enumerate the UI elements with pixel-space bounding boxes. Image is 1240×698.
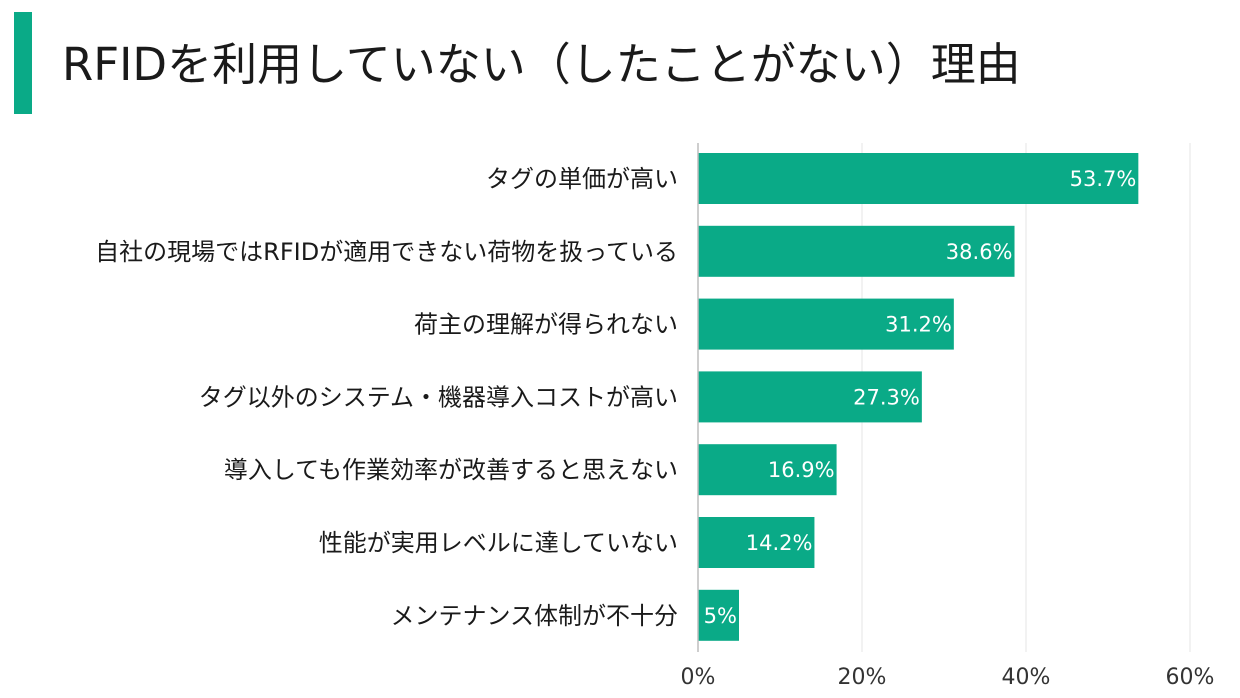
value-label: 38.6% bbox=[946, 240, 1013, 264]
value-label: 5% bbox=[704, 604, 737, 628]
category-label: タグの単価が高い bbox=[486, 165, 678, 193]
x-tick-label: 40% bbox=[1002, 665, 1051, 690]
bar bbox=[698, 444, 837, 496]
bar bbox=[698, 298, 954, 350]
bar bbox=[698, 589, 739, 641]
category-label: メンテナンス体制が不十分 bbox=[390, 602, 678, 630]
title-accent-bar bbox=[14, 12, 32, 114]
category-label: 荷主の理解が得られない bbox=[414, 311, 678, 339]
x-tick-label: 0% bbox=[681, 665, 716, 690]
value-labels: 53.7% 38.6% 31.2% 27.3% 16.9% 14.2% 5% bbox=[704, 167, 1137, 628]
value-label: 16.9% bbox=[768, 458, 835, 482]
value-label: 14.2% bbox=[746, 531, 813, 555]
category-label: タグ以外のシステム・機器導入コストが高い bbox=[199, 383, 678, 411]
category-label: 導入しても作業効率が改善すると思えない bbox=[224, 456, 678, 484]
value-label: 31.2% bbox=[885, 313, 952, 337]
category-label: 性能が実用レベルに達していない bbox=[319, 529, 678, 557]
category-label: 自社の現場ではRFIDが適用できない荷物を扱っている bbox=[95, 238, 678, 266]
bars bbox=[698, 153, 1139, 641]
bar bbox=[698, 153, 1139, 204]
page-title: RFIDを利用していない（したことがない）理由 bbox=[62, 38, 1021, 91]
x-tick-label: 20% bbox=[838, 665, 887, 690]
bar bbox=[698, 517, 815, 568]
bar bbox=[698, 371, 922, 423]
x-tick-labels: 0% 20% 40% 60% bbox=[681, 665, 1215, 690]
value-label: 27.3% bbox=[853, 385, 920, 409]
x-tick-label: 60% bbox=[1166, 665, 1215, 690]
category-labels: タグの単価が高い自社の現場ではRFIDが適用できない荷物を扱っている荷主の理解が… bbox=[95, 165, 678, 630]
bar bbox=[698, 225, 1015, 277]
value-label: 53.7% bbox=[1070, 167, 1137, 191]
